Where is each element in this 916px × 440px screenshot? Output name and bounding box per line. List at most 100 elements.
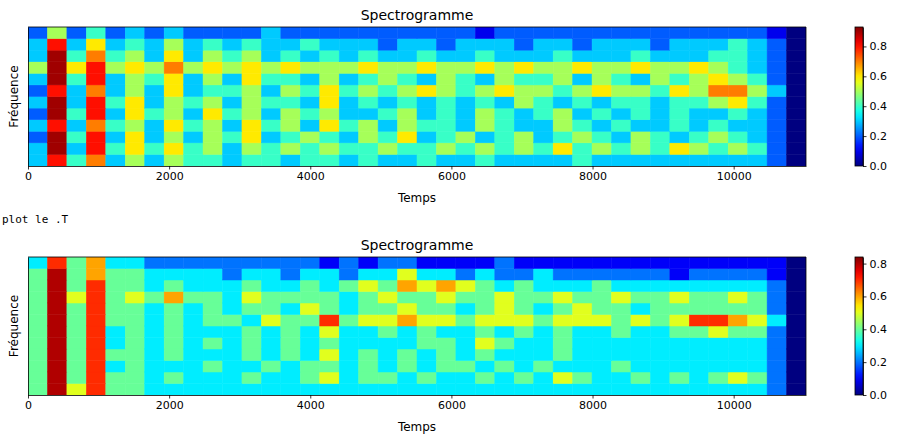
cell [436,85,455,97]
cell [86,108,105,120]
cell [612,73,631,85]
cell [203,361,222,373]
cell [689,143,708,155]
cell [281,338,300,350]
cell [67,62,86,74]
colorbar-tick-label: 0.4 [870,323,888,336]
cell [300,85,319,97]
cell [670,361,689,373]
cell [378,143,397,155]
colorbar-tick: 0.2 [863,130,887,143]
cell [242,73,261,85]
cell [106,73,125,85]
cell [242,143,261,155]
cell [670,97,689,109]
cell [475,349,494,361]
cell [125,50,144,62]
cell [631,315,650,327]
cell [125,108,144,120]
cell [359,97,378,109]
cell [670,108,689,120]
cell [709,154,728,166]
cell [436,292,455,304]
cell [145,108,164,120]
cell [495,120,514,132]
cell [86,280,105,292]
x-tick: 10000 [717,395,752,412]
cell [612,143,631,155]
cell [553,292,572,304]
cell [689,39,708,51]
cell [125,97,144,109]
cell [436,257,455,269]
cell [787,257,806,269]
x-tick: 6000 [438,166,466,183]
cell [650,120,669,132]
cell [417,108,436,120]
cell [398,292,417,304]
cell [125,154,144,166]
cell [164,97,183,109]
cell [631,372,650,384]
cell [728,85,747,97]
cell [689,269,708,281]
cell [106,315,125,327]
cell [320,292,339,304]
cell [631,39,650,51]
cell [689,315,708,327]
cell [145,62,164,74]
cell [164,257,183,269]
cell [125,62,144,74]
cell [767,108,786,120]
cell [261,154,280,166]
cell [728,349,747,361]
x-tick-label: 10000 [717,170,752,183]
cell [650,384,669,396]
cell [184,39,203,51]
cell [709,292,728,304]
cell [670,120,689,132]
cell [767,39,786,51]
cell [573,39,592,51]
cell [106,338,125,350]
cell [145,131,164,143]
colorbar-tick-label: 0.8 [870,40,888,53]
cell [145,269,164,281]
cell [184,315,203,327]
cell [145,50,164,62]
cell [748,361,767,373]
cell [787,50,806,62]
colorbar-tick-mark [863,395,867,396]
cell [67,39,86,51]
cell [534,338,553,350]
cell [456,50,475,62]
cell [767,120,786,132]
cell [592,143,611,155]
cell [553,303,572,315]
cell [709,73,728,85]
cell [164,120,183,132]
cell [203,303,222,315]
cell [378,62,397,74]
cell [631,326,650,338]
cell [728,39,747,51]
cell [553,280,572,292]
colorbar-tick: 0.6 [863,290,887,303]
cell [650,257,669,269]
cell [689,303,708,315]
cell [164,108,183,120]
cell [281,257,300,269]
cell [534,303,553,315]
cell [573,73,592,85]
cell [359,269,378,281]
cell [728,326,747,338]
cell [456,62,475,74]
cell [145,73,164,85]
y-axis-line [28,28,29,167]
cell [650,315,669,327]
cell [145,97,164,109]
x-axis-title: Temps [397,420,436,434]
cell [456,73,475,85]
cell [359,349,378,361]
cell [417,257,436,269]
